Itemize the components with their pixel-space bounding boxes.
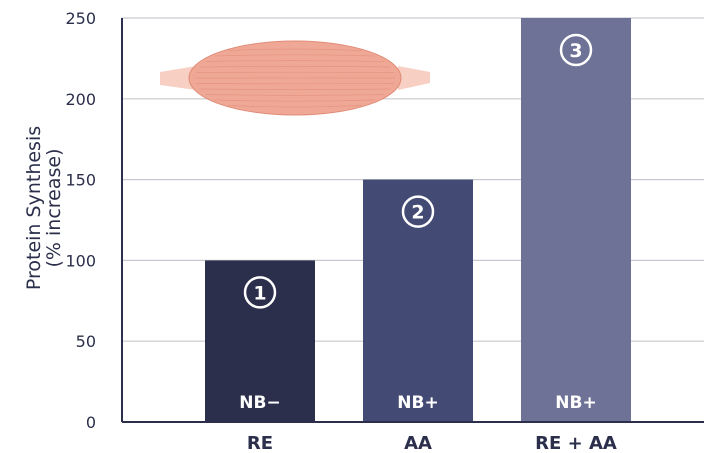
muscle-fiber-line — [214, 99, 376, 102]
bar-marker-number: 1 — [253, 282, 266, 304]
bar — [363, 179, 473, 422]
x-tick-labels: RE AA RE + AA — [247, 433, 617, 453]
bar-inner-label: NB− — [239, 393, 280, 413]
y-axis-title-line2: (% increase) — [43, 148, 65, 267]
muscle-illustration — [160, 40, 430, 116]
y-tick-label: 250 — [65, 9, 96, 28]
y-tick-label: 50 — [76, 332, 96, 351]
y-tick-label: 0 — [86, 413, 96, 432]
y-tick-label: 150 — [65, 171, 96, 190]
bar-marker-circle — [401, 195, 435, 228]
bar-inner-label: NB+ — [555, 393, 596, 413]
bar-marker-number: 2 — [411, 202, 424, 224]
muscle-fiber-line — [205, 60, 385, 62]
muscle-fiber-line — [214, 54, 376, 57]
bar-marker-number: 3 — [569, 40, 582, 62]
x-tick-label: AA — [404, 433, 432, 453]
x-tick-label: RE — [247, 433, 273, 453]
bar — [205, 260, 315, 422]
muscle-tendon-left — [160, 66, 196, 90]
bar-inner-label: NB+ — [397, 393, 438, 413]
y-tick-label: 200 — [65, 90, 96, 109]
axes — [121, 18, 704, 423]
bar — [521, 18, 631, 422]
muscle-fiber-line — [228, 105, 362, 108]
y-axis-title-line1: Protein Synthesis — [23, 126, 45, 290]
muscle-fiber-line — [205, 94, 385, 96]
muscle-fibers — [194, 48, 395, 108]
bar-marker-circle — [559, 33, 593, 67]
y-tick-labels: 0 50 100 150 200 250 — [65, 9, 96, 432]
x-tick-label: RE + AA — [535, 433, 617, 453]
muscle-fiber-line — [199, 66, 391, 68]
y-axis-title: Protein Synthesis (% increase) — [23, 126, 65, 290]
bars: 1 NB− 2 NB+ 3 NB+ — [205, 18, 631, 422]
bar-marker-circle — [243, 276, 277, 309]
y-tick-label: 100 — [65, 251, 96, 270]
muscle-fiber-line — [199, 88, 391, 90]
muscle-fiber-line — [228, 48, 362, 51]
muscle-tendon-right — [398, 66, 430, 90]
